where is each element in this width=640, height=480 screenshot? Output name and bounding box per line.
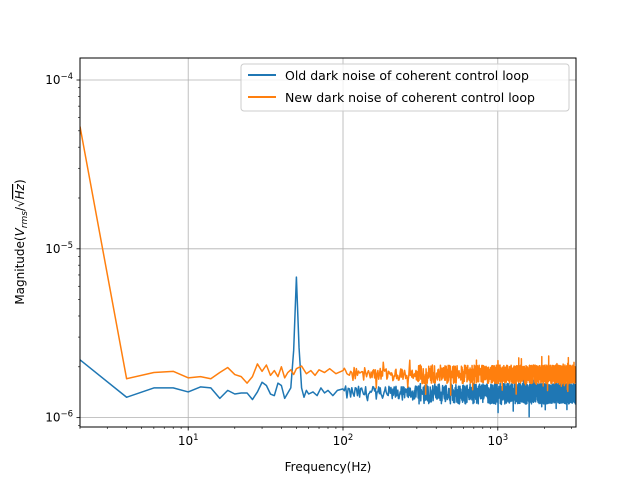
series-line-old xyxy=(80,276,576,418)
x-axis-label: Frequency(Hz) xyxy=(285,460,372,474)
legend-label-new: New dark noise of coherent control loop xyxy=(285,90,535,105)
y-axis-label: Magnitude(Vrms/√Hz) xyxy=(13,179,30,304)
x-tick-label: 103 xyxy=(487,433,508,448)
y-tick-label: 10−6 xyxy=(45,410,73,425)
legend-box xyxy=(240,63,570,112)
series-layer xyxy=(80,126,576,418)
series-line-new xyxy=(80,126,576,396)
y-tick-label: 10−5 xyxy=(45,241,73,256)
x-tick-label: 102 xyxy=(333,433,354,448)
legend-label-old: Old dark noise of coherent control loop xyxy=(285,68,529,83)
ticks: 101 102 103 10−6 10−5 10−4 xyxy=(45,72,572,448)
legend: Old dark noise of coherent control loop … xyxy=(240,63,570,112)
y-tick-label: 10−4 xyxy=(45,72,73,87)
x-tick-label: 101 xyxy=(178,433,199,448)
